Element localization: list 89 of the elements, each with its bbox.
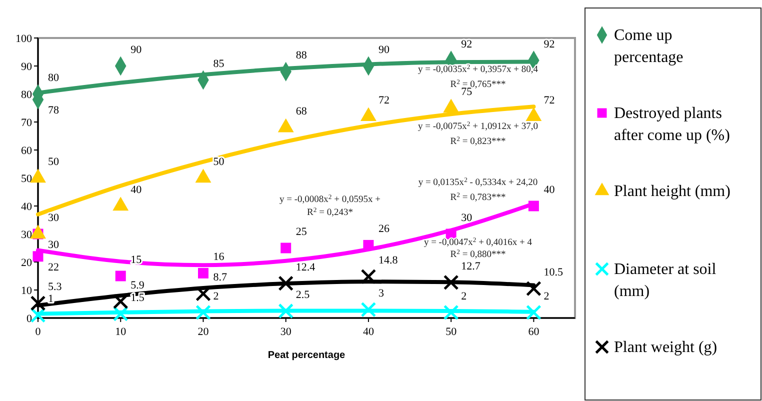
data-label: 30 <box>48 239 60 251</box>
annotation: y = -0,0075x$^{2}$ + 1,0912x + 37,0 <box>418 120 538 132</box>
y-tick-label: 30 <box>21 229 32 241</box>
point <box>528 200 539 212</box>
point <box>196 304 211 320</box>
point <box>526 304 542 320</box>
legend-label: Come up percentage <box>614 27 684 66</box>
annotation: R$^{2}$ = 0,880*** <box>450 248 506 260</box>
point <box>278 303 294 319</box>
data-label: 72 <box>544 94 555 106</box>
data-label: 50 <box>213 156 225 168</box>
point <box>196 286 211 302</box>
data-label: 92 <box>461 38 472 50</box>
data-label: 10.5 <box>544 266 564 279</box>
y-tick-label: 100 <box>16 33 32 45</box>
data-label: 50 <box>48 156 60 168</box>
data-label: 12.7 <box>461 260 481 272</box>
point <box>443 274 459 290</box>
annotation: y = 0,0135x$^{2}$ - 0,5334x + 24,20 <box>418 176 538 188</box>
x-tick-label: 60 <box>528 326 540 338</box>
y-tick-label: 50 <box>21 173 32 185</box>
point <box>360 268 376 284</box>
data-label: 2.5 <box>296 289 310 301</box>
data-label: 25 <box>296 226 308 238</box>
x-tick-label: 30 <box>280 326 292 338</box>
data-label: 30 <box>48 212 60 224</box>
data-label: 40 <box>130 184 142 196</box>
data-label: 26 <box>378 223 390 236</box>
y-tick-label: 60 <box>21 145 32 157</box>
point <box>115 270 126 282</box>
legend-label: Plant height (mm) <box>614 183 730 200</box>
data-label: 90 <box>378 44 390 56</box>
data-label: 90 <box>130 44 142 56</box>
data-label: 40 <box>544 184 556 196</box>
legend-label: Plant weight (g) <box>614 339 718 356</box>
annotation: y = -0,0035x$^{2}$ + 0,3957x + 80,4 <box>418 64 538 75</box>
data-label: 30 <box>461 212 473 224</box>
y-tick-label: 40 <box>21 201 32 213</box>
data-label: 72 <box>378 94 390 106</box>
data-label: 5.3 <box>48 281 62 294</box>
legend-label: Diameter at soil (mm) <box>614 261 717 300</box>
data-label: 2 <box>461 290 467 302</box>
data-label: 2 <box>213 290 219 302</box>
data-label: 2 <box>544 290 550 302</box>
x-tick-label: 10 <box>115 326 127 338</box>
y-tick-label: 10 <box>21 285 32 297</box>
point <box>32 251 44 262</box>
point <box>278 276 294 291</box>
data-label: 1 <box>48 293 54 306</box>
point <box>112 294 128 310</box>
y-tick-label: 80 <box>21 89 32 101</box>
point <box>30 295 46 311</box>
data-label: 5.9 <box>130 279 145 292</box>
annotation: R$^{2}$ = 0,243* <box>307 206 354 218</box>
y-tick-label: 0 <box>26 313 32 325</box>
point <box>363 240 374 250</box>
point <box>360 302 376 318</box>
y-tick-label: 20 <box>21 257 32 269</box>
data-label: 80 <box>48 72 60 84</box>
x-tick-label: 40 <box>362 326 374 338</box>
data-label: 22 <box>48 261 59 274</box>
data-label: 92 <box>544 38 555 50</box>
point <box>198 268 208 278</box>
data-label: 88 <box>296 50 308 62</box>
data-label: 16 <box>213 251 225 264</box>
data-label: 85 <box>213 58 225 70</box>
annotation: y = -0,0047x$^{2}$ + 0,4016x + 4 <box>424 236 532 248</box>
x-tick-label: 0 <box>35 326 42 338</box>
x-tick-label: 20 <box>198 326 210 338</box>
data-label: 3 <box>378 288 384 300</box>
data-label: 78 <box>48 104 60 117</box>
point <box>30 308 46 323</box>
x-tick-label: 50 <box>446 326 458 338</box>
annotation: R$^{2}$ = 0,823*** <box>450 136 506 147</box>
data-label: 8.7 <box>213 272 228 284</box>
data-label: 14.8 <box>378 254 398 267</box>
data-label: 12.4 <box>296 261 316 274</box>
data-label: 75 <box>461 86 473 98</box>
point <box>280 242 292 254</box>
y-tick-label: 70 <box>21 117 32 129</box>
point <box>443 304 459 320</box>
annotation: R$^{2}$ = 0,783*** <box>450 192 506 203</box>
legend-label: Destroyed plants after come up (%) <box>614 105 730 144</box>
y-tick-label: 90 <box>21 61 32 73</box>
point <box>112 306 128 322</box>
point <box>526 280 542 296</box>
data-label: 68 <box>296 106 308 118</box>
annotation: y = -0,0008x$^{2}$ + 0,0595x + <box>280 194 380 205</box>
x-axis-title: Peat percentage <box>268 350 346 361</box>
